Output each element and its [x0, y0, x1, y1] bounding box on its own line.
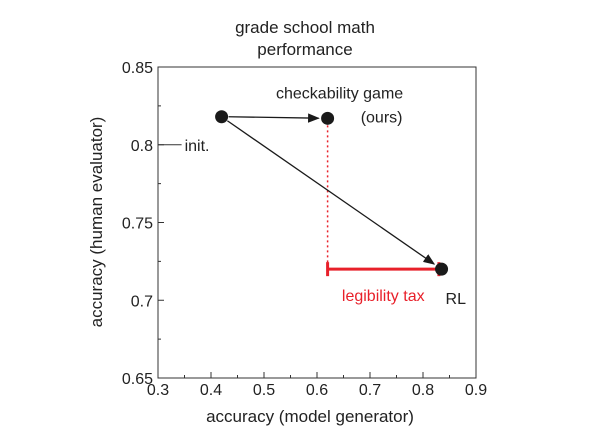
- y-tick-label: 0.65: [122, 371, 153, 388]
- x-tick-label: 0.9: [465, 382, 487, 399]
- legibility-tax-label: legibility tax: [342, 288, 425, 305]
- arrow-init-to-rl: [226, 120, 436, 265]
- point-init: [215, 110, 229, 124]
- chart-title-line-1: grade school math: [235, 18, 375, 37]
- x-tick-label: 0.5: [253, 382, 275, 399]
- x-tick-label: 0.8: [412, 382, 434, 399]
- point-label-rl: RL: [446, 291, 467, 308]
- chart-title-line-2: performance: [257, 40, 352, 59]
- x-tick-label: 0.3: [147, 382, 169, 399]
- plot-frame: [157, 66, 477, 379]
- arrow-init-to-checkability: [228, 113, 320, 123]
- x-axis-ticks: 0.3 0.4 0.5 0.6 0.7 0.8 0.9: [147, 372, 487, 399]
- point-label-checkability-line-1: checkability game: [276, 85, 403, 102]
- point-checkability-game: [321, 111, 335, 125]
- x-tick-label: 0.7: [359, 382, 381, 399]
- y-tick-label: 0.85: [122, 60, 153, 77]
- point-label-init: init.: [185, 138, 210, 155]
- y-tick-label: 0.7: [131, 293, 153, 310]
- x-axis-label: accuracy (model generator): [206, 407, 414, 426]
- y-axis-label: accuracy (human evaluator): [87, 117, 106, 328]
- x-tick-label: 0.4: [200, 382, 222, 399]
- y-tick-label: 0.8: [131, 138, 153, 155]
- y-tick-label: 0.75: [122, 216, 153, 233]
- x-tick-label: 0.6: [306, 382, 328, 399]
- point-rl: [435, 262, 449, 276]
- point-label-checkability-line-2: (ours): [361, 109, 403, 126]
